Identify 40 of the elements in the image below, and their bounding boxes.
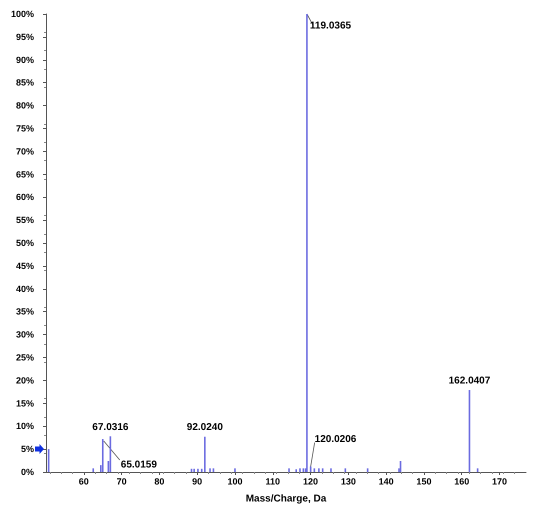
y-tick-label: 15% [16,398,34,408]
x-tick-label: 160 [454,476,470,486]
x-tick-label: 120 [303,476,318,486]
y-tick-label: 5% [20,444,34,454]
y-tick-label: 75% [16,124,34,134]
y-tick-label: 90% [16,54,34,65]
x-tick-label: 70 [116,476,127,486]
y-tick-label: 55% [16,215,34,226]
x-axis-title: Mass/Charge, Da [246,494,327,504]
y-tick-label: 10% [16,421,34,432]
annotation: 119.0365 [310,20,352,32]
y-tick-label: 95% [16,32,34,42]
y-tick-label: 70% [16,146,34,156]
x-tick-label: 60 [78,476,89,486]
annotation: 92.0240 [186,422,224,434]
y-tick-label: 100% [10,9,34,19]
x-tick-label: 130 [340,476,356,486]
y-tick-label: 25% [16,352,34,362]
x-tick-label: 110 [266,476,280,486]
y-tick-label: 30% [16,330,34,340]
y-tick-label: 40% [16,284,34,294]
x-tick-label: 100 [227,476,242,486]
annotation: 120.0206 [314,434,357,446]
y-tick-label: 45% [16,260,34,271]
x-tick-label: 80 [154,476,164,486]
y-tick-label: 35% [16,306,34,317]
y-tick-label: 0% [20,467,34,477]
y-tick-label: 80% [16,100,34,111]
annotation: 67.0316 [92,422,129,433]
y-tick-label: 85% [16,78,34,88]
annotation: 65.0159 [120,460,158,471]
y-tick-label: 50% [16,238,34,248]
y-tick-label: 60% [16,192,34,202]
y-tick-label: 65% [16,169,34,180]
x-tick-label: 90 [192,476,202,486]
x-tick-label: 170 [492,476,508,486]
x-tick-label: 140 [378,476,394,486]
x-tick-label: 150 [416,476,432,486]
annotation: 162.0407 [448,376,491,387]
y-tick-label: 20% [16,375,34,386]
